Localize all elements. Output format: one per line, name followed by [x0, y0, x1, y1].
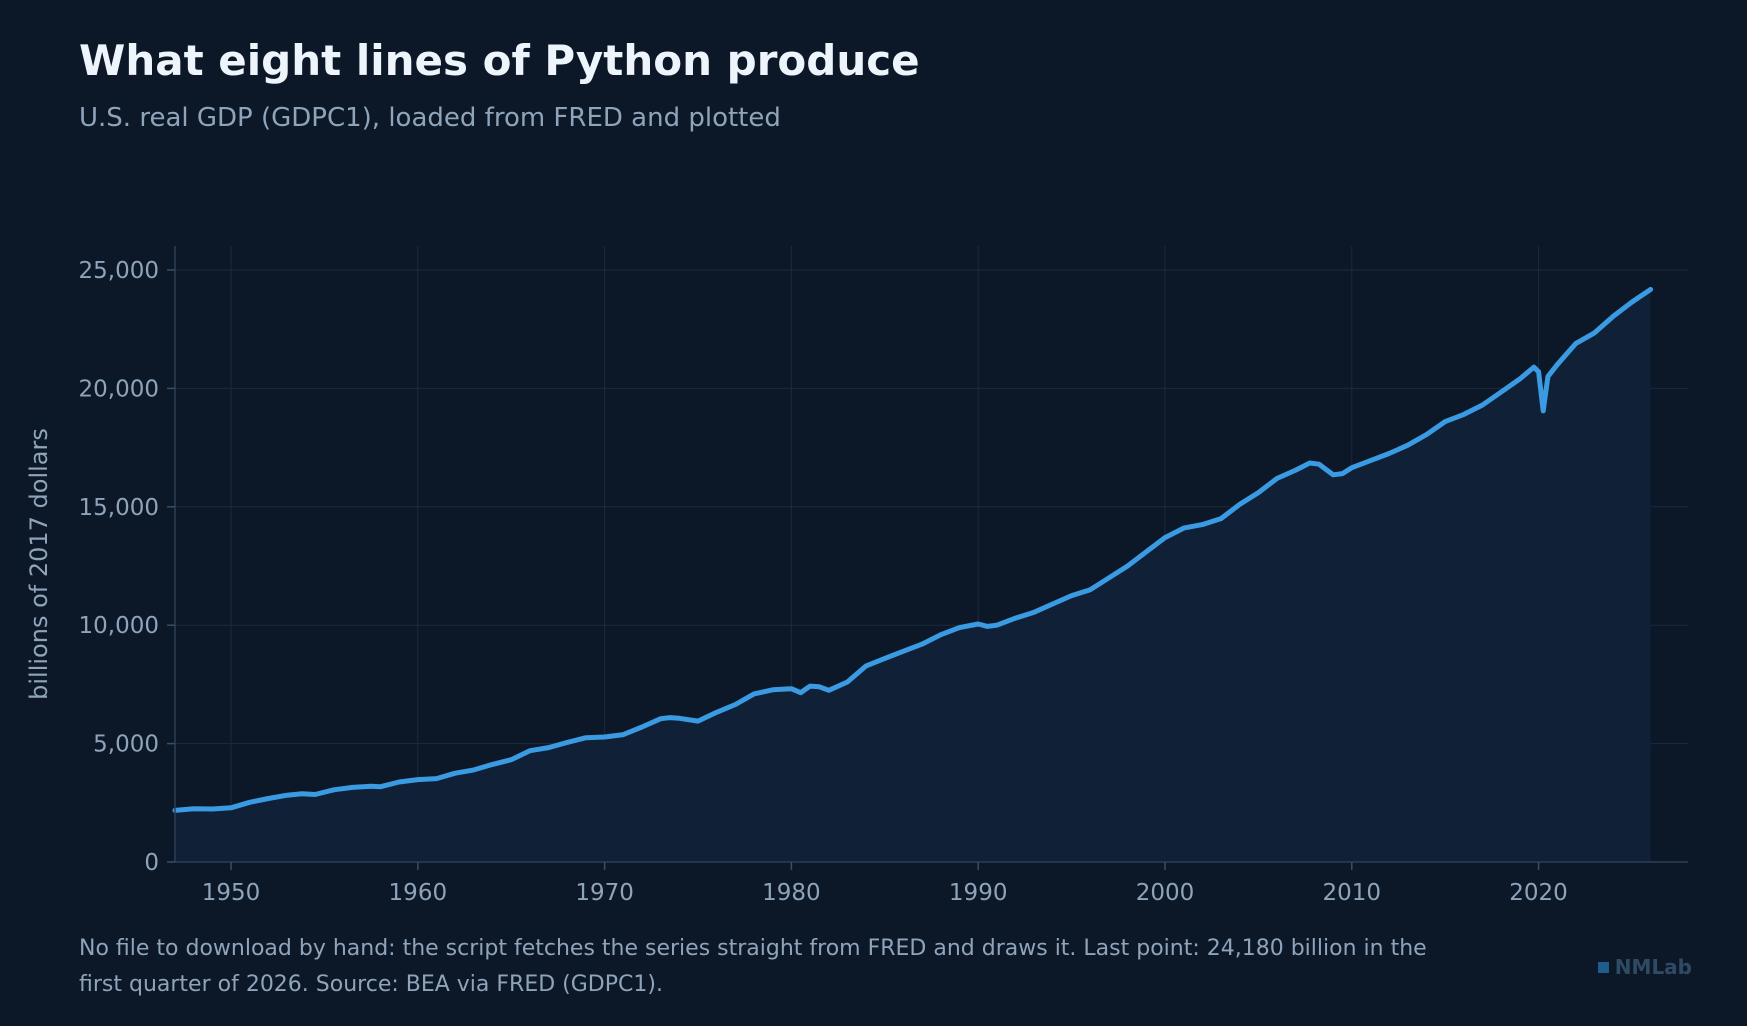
y-axis-ticks: 0 5,000 10,000 15,000 20,000 25,000 [79, 258, 175, 876]
y-tick-label: 25,000 [79, 258, 159, 284]
chart-title: What eight lines of Python produce [79, 36, 920, 85]
x-tick-label: 2010 [1323, 880, 1382, 906]
x-tick-label: 2000 [1136, 880, 1195, 906]
brand-name: NMLab [1614, 955, 1692, 979]
x-tick-label: 1960 [389, 880, 448, 906]
y-axis-label: billions of 2017 dollars [25, 428, 53, 700]
brand-logo: NMLab [1597, 955, 1692, 979]
chart-subtitle: U.S. real GDP (GDPC1), loaded from FRED … [79, 103, 781, 133]
x-tick-label: 2020 [1509, 880, 1568, 906]
x-tick-label: 1950 [202, 880, 261, 906]
y-tick-label: 20,000 [79, 376, 159, 402]
series-line [172, 286, 1654, 813]
y-tick-label: 5,000 [93, 732, 159, 758]
x-tick-label: 1980 [762, 880, 821, 906]
y-tick-label: 15,000 [79, 495, 159, 521]
x-tick-label: 1990 [949, 880, 1008, 906]
brand-mark-icon [1597, 961, 1609, 973]
y-tick-label: 0 [144, 850, 159, 876]
x-tick-label: 1970 [575, 880, 634, 906]
series-area-fill [175, 289, 1651, 862]
y-tick-label: 10,000 [79, 613, 159, 639]
chart-caption: No file to download by hand: the script … [79, 936, 1427, 997]
x-axis-ticks: 1950 1960 1970 1980 1990 2000 2010 2020 [202, 862, 1568, 906]
